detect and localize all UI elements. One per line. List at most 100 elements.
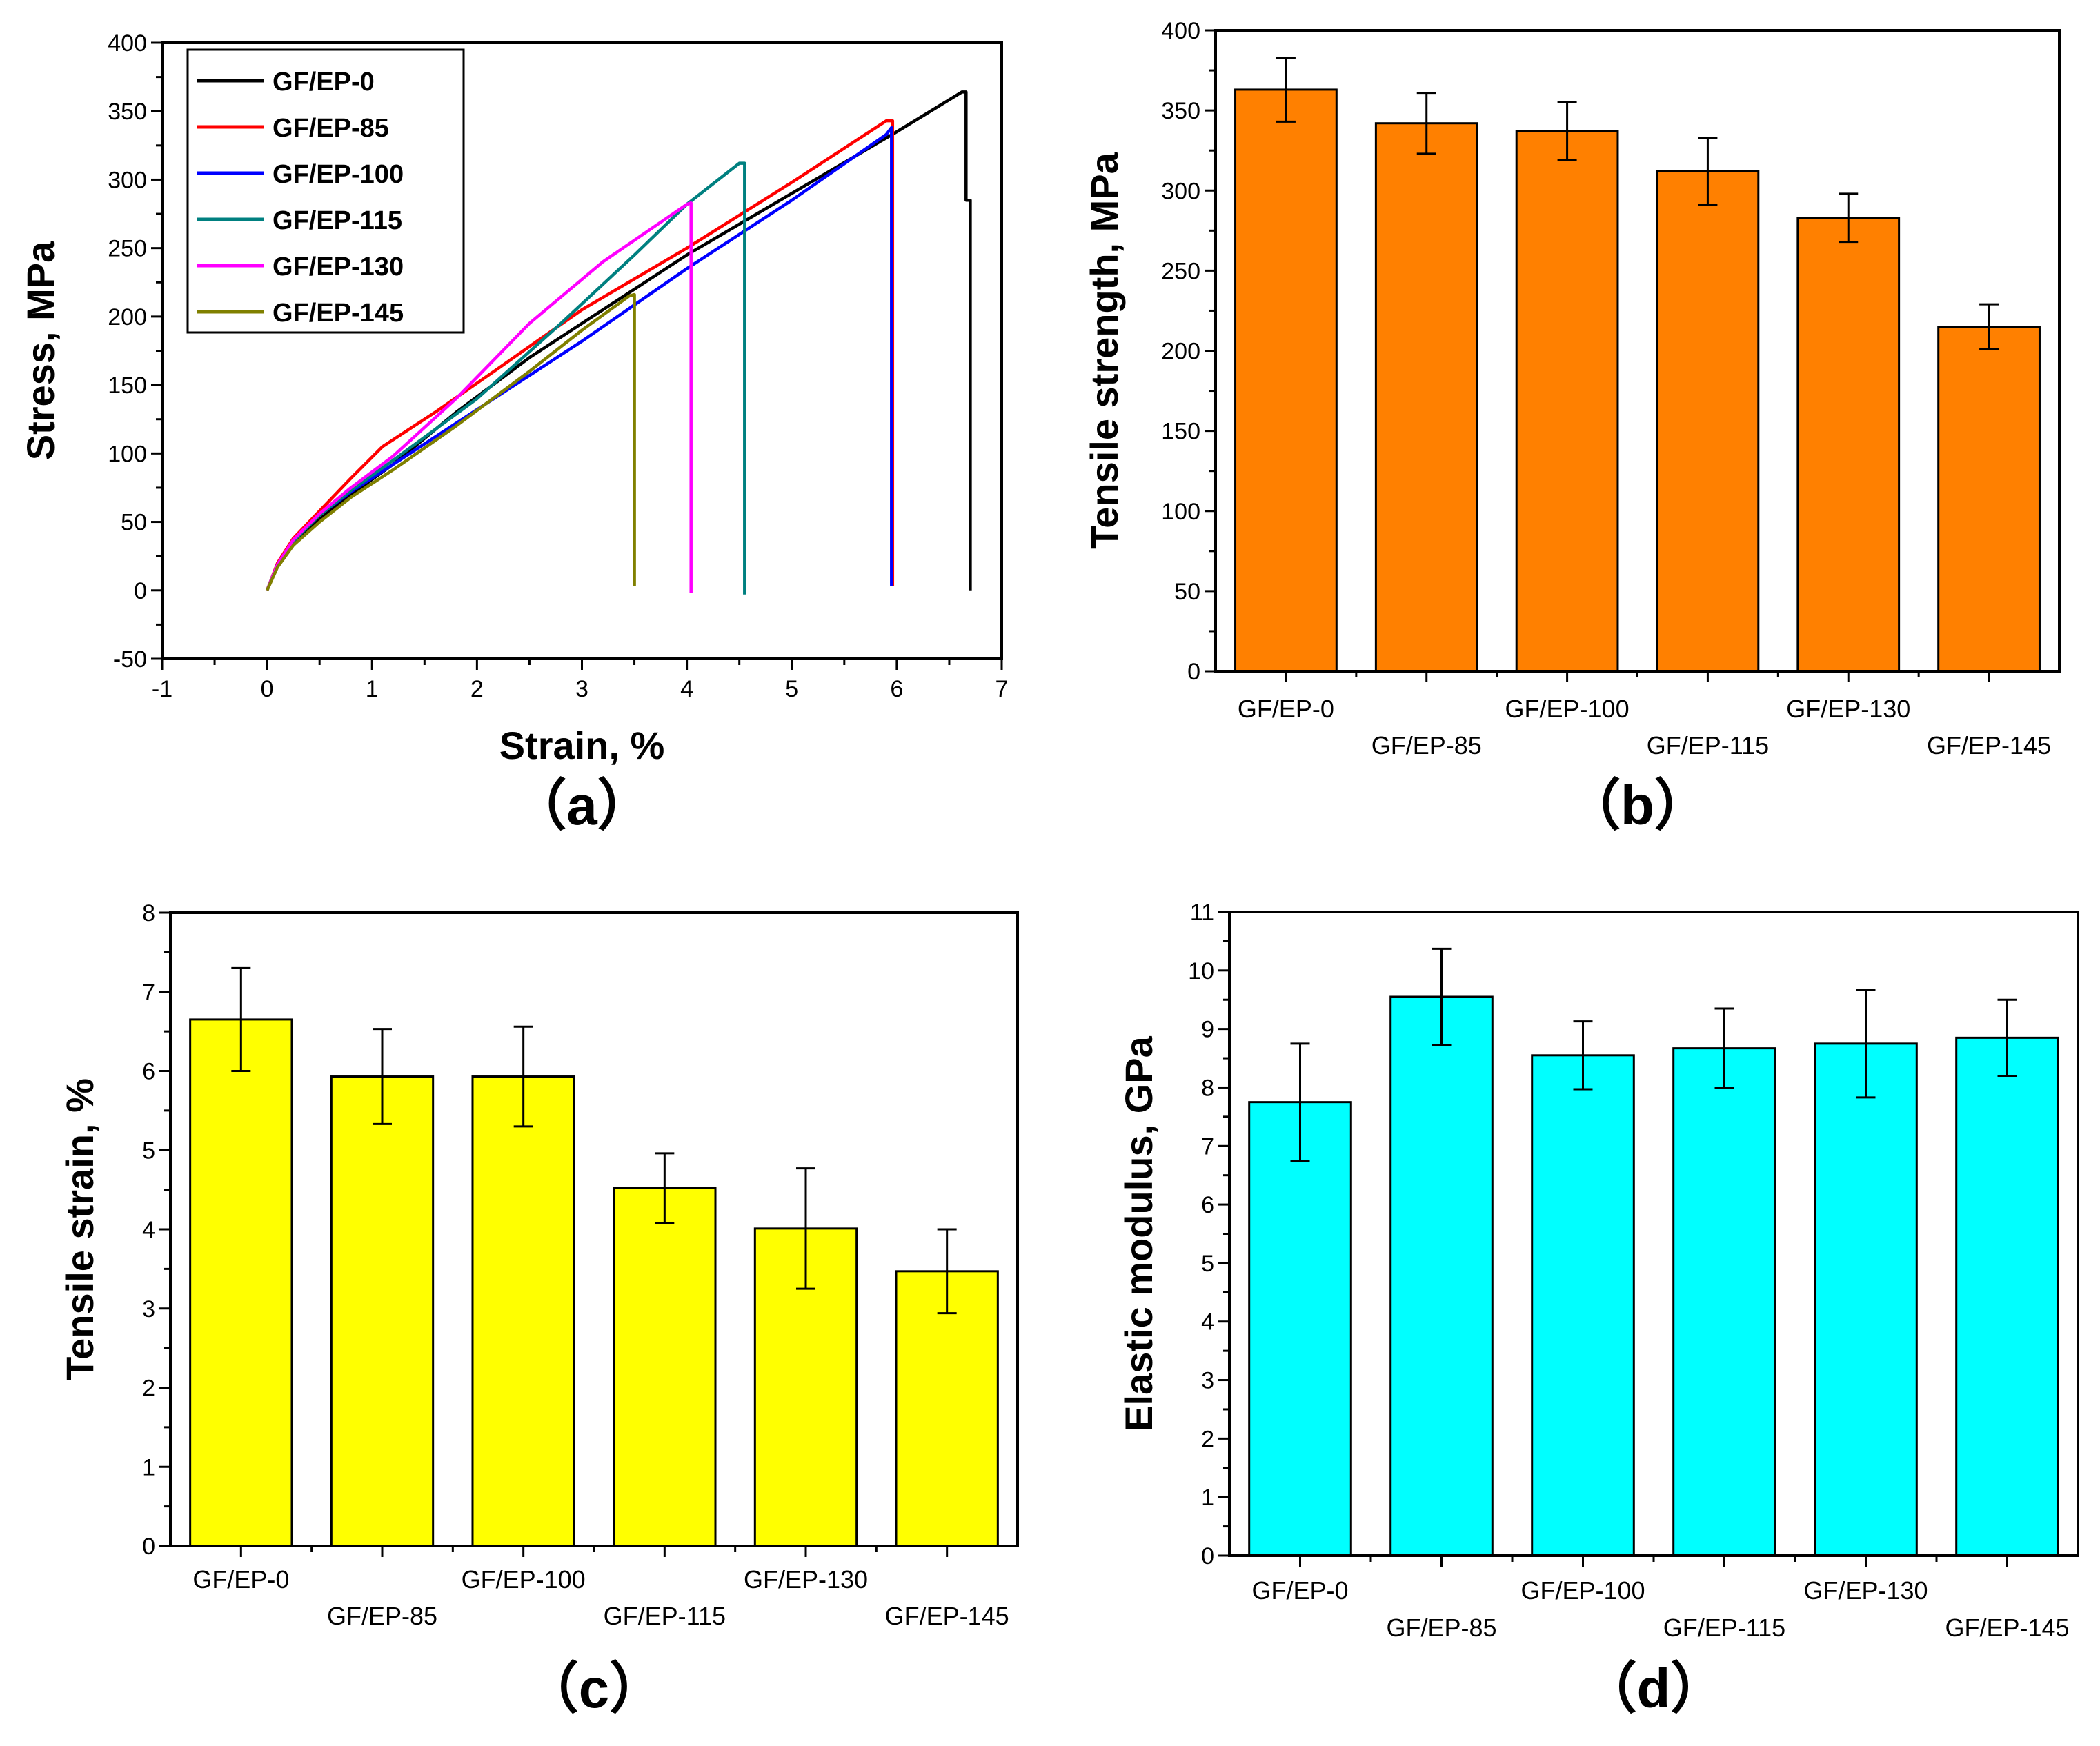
bar-GF/EP-130 <box>1796 217 1901 673</box>
y-tick-label: 4 <box>142 1217 155 1243</box>
y-tick-label: 5 <box>1201 1251 1214 1277</box>
bar-GF/EP-145 <box>895 1270 999 1547</box>
x-tick-label: -1 <box>152 676 172 702</box>
category-label: GF/EP-85 <box>327 1602 437 1630</box>
bar-GF/EP-100 <box>1531 1054 1635 1557</box>
legend-entry: GF/EP-145 <box>273 299 404 328</box>
panel-a: -1 0 1 2 3 4 5 6 7 -50 0 50 100 150 200 250 300 350 400 Str… <box>19 30 1008 836</box>
y-tick-label: 7 <box>142 980 155 1006</box>
y-axis-label: Tensile strength, MPa <box>1082 152 1126 548</box>
y-tick-label: 50 <box>121 510 147 536</box>
y-tick-label: 100 <box>1161 499 1200 525</box>
legend: GF/EP-0 GF/EP-85 GF/EP-100 GF/EP-115 GF/EP-1… <box>186 48 465 334</box>
category-label: GF/EP-0 <box>1251 1576 1348 1605</box>
bar-GF/EP-115 <box>1672 1047 1776 1557</box>
y-tick-label: -50 <box>113 646 147 673</box>
category-label: GF/EP-145 <box>885 1602 1009 1630</box>
legend-entry: GF/EP-85 <box>273 114 389 143</box>
category-label: GF/EP-145 <box>1927 731 2051 760</box>
legend-entry: GF/EP-100 <box>273 160 404 189</box>
legend-box <box>186 48 465 334</box>
category-label: GF/EP-115 <box>1647 731 1769 760</box>
category-label: GF/EP-130 <box>744 1565 868 1594</box>
bar-GF/EP-85 <box>330 1075 435 1547</box>
y-tick-label: 200 <box>108 304 147 330</box>
y-tick-label: 100 <box>108 441 147 467</box>
category-label: GF/EP-115 <box>1663 1614 1785 1642</box>
y-tick-label: 9 <box>1201 1017 1214 1043</box>
bar-GF/EP-85 <box>1389 995 1494 1557</box>
y-tick-label: 1 <box>142 1454 155 1480</box>
x-axis-label: Strain, % <box>499 724 665 767</box>
y-axis-label: Stress, MPa <box>19 241 62 460</box>
y-tick-label: 150 <box>108 373 147 399</box>
legend-entry: GF/EP-115 <box>273 206 402 235</box>
y-tick-label: 150 <box>1161 419 1200 445</box>
y-tick-label: 6 <box>142 1059 155 1085</box>
panel-label: （b） <box>1565 775 1710 836</box>
y-axis-label: Tensile strain, % <box>58 1078 101 1380</box>
x-tick-label: 3 <box>575 676 588 702</box>
plot-frame <box>169 911 1019 1547</box>
y-tick-label: 8 <box>142 900 155 926</box>
legend-entry: GF/EP-0 <box>273 68 375 97</box>
y-tick-label: 0 <box>1201 1543 1214 1569</box>
category-label: GF/EP-85 <box>1386 1614 1496 1642</box>
category-label: GF/EP-145 <box>1945 1614 2069 1642</box>
y-tick-label: 0 <box>1187 659 1200 685</box>
y-tick-label: 1 <box>1201 1485 1214 1511</box>
x-tick-label: 7 <box>995 676 1009 702</box>
bar-GF/EP-115 <box>1656 170 1760 673</box>
bar-GF/EP-85 <box>1374 122 1478 673</box>
panel-label: （a） <box>511 775 653 836</box>
legend-entry: GF/EP-130 <box>273 252 404 281</box>
series-line-GF/EP-145 <box>266 292 636 591</box>
x-tick-label: 1 <box>366 676 379 702</box>
y-tick-label: 300 <box>1161 178 1200 204</box>
y-tick-label: 5 <box>142 1138 155 1164</box>
y-tick-label: 350 <box>1161 98 1200 124</box>
y-tick-label: 250 <box>108 236 147 262</box>
y-tick-label: 400 <box>1161 18 1200 44</box>
plot-frame <box>1228 911 2079 1557</box>
bar-GF/EP-145 <box>1937 326 2041 673</box>
series-line-GF/EP-130 <box>266 201 693 593</box>
y-tick-label: 300 <box>108 167 147 193</box>
bar-GF/EP-100 <box>1515 130 1619 673</box>
panel-label: （d） <box>1582 1658 1726 1719</box>
y-axis-label: Elastic modulus, GPa <box>1117 1035 1160 1431</box>
panel-d: GF/EP-0 GF/EP-85 GF/EP-100 GF/EP-115 GF/EP-1… <box>1117 900 2079 1719</box>
y-tick-label: 7 <box>1201 1133 1214 1160</box>
bar-GF/EP-0 <box>1234 88 1338 673</box>
y-tick-label: 10 <box>1188 958 1214 984</box>
category-label: GF/EP-100 <box>1520 1576 1645 1605</box>
plot-frame <box>1214 29 2061 673</box>
y-tick-label: 400 <box>108 30 147 57</box>
bar-GF/EP-100 <box>471 1075 575 1547</box>
category-label: GF/EP-130 <box>1786 695 1910 723</box>
category-label: GF/EP-85 <box>1371 731 1482 760</box>
x-tick-label: 4 <box>680 676 693 702</box>
series-line-GF/EP-0 <box>266 90 972 591</box>
bar-GF/EP-130 <box>1814 1042 1918 1557</box>
bar-GF/EP-115 <box>613 1187 717 1547</box>
category-label: GF/EP-0 <box>1238 695 1334 723</box>
y-tick-label: 0 <box>134 578 147 604</box>
y-tick-label: 2 <box>1201 1426 1214 1452</box>
y-tick-label: 200 <box>1161 339 1200 365</box>
category-label: GF/EP-115 <box>604 1602 726 1630</box>
x-tick-label: 5 <box>785 676 798 702</box>
y-tick-label: 0 <box>142 1534 155 1560</box>
y-tick-label: 3 <box>1201 1368 1214 1394</box>
y-tick-label: 4 <box>1201 1309 1214 1336</box>
y-tick-label: 11 <box>1190 900 1214 926</box>
y-tick-label: 50 <box>1174 579 1200 605</box>
category-label: GF/EP-100 <box>462 1565 586 1594</box>
x-tick-label: 6 <box>890 676 903 702</box>
category-label: GF/EP-0 <box>192 1565 289 1594</box>
y-tick-label: 3 <box>142 1296 155 1322</box>
bar-GF/EP-145 <box>1955 1036 2059 1557</box>
panel-b: GF/EP-0 GF/EP-85 GF/EP-100 GF/EP-115 GF/EP-1… <box>1082 18 2061 836</box>
category-label: GF/EP-130 <box>1803 1576 1928 1605</box>
